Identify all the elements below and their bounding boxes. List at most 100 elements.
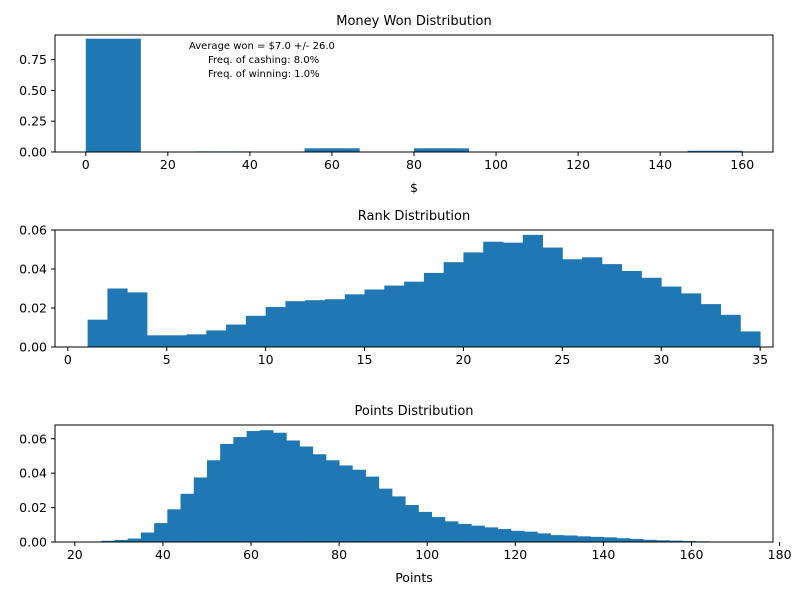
annotation-cashing: Freq. of cashing: 8.0% <box>208 55 319 66</box>
histogram-bar <box>720 314 741 347</box>
histogram-bar <box>497 529 512 542</box>
histogram-bar <box>550 535 565 542</box>
histogram-bar <box>444 521 459 542</box>
histogram-bar <box>101 540 115 542</box>
histogram-bar <box>286 440 300 542</box>
x-tick-label: 40 <box>155 547 171 562</box>
histogram-bar <box>140 532 155 542</box>
y-tick-label: 0.00 <box>19 535 47 550</box>
histogram-bar <box>542 247 563 347</box>
x-tick-label: 25 <box>554 352 570 367</box>
x-tick-label: 80 <box>406 157 422 172</box>
x-tick-label: 10 <box>258 352 274 367</box>
histogram-bar <box>483 241 504 347</box>
histogram-bar <box>537 533 551 542</box>
money-won-chart: Money Won Distribution Average won = $7.… <box>19 14 774 195</box>
histogram-bar <box>167 509 181 542</box>
x-tick-label: 40 <box>242 157 258 172</box>
y-tick-label: 0.75 <box>19 52 47 67</box>
histogram-bar <box>324 299 346 347</box>
rank-chart: Rank Distribution 0 5 10 15 20 25 30 35 0.00 0.0… <box>19 209 774 367</box>
y-tick-label: 0.02 <box>19 500 47 515</box>
histogram-bar <box>643 539 657 542</box>
histogram-bar <box>186 334 207 347</box>
chart-title: Points Distribution <box>354 404 473 419</box>
plot-frame <box>54 229 774 348</box>
histogram-bar <box>656 540 670 542</box>
histogram-bar <box>524 531 538 542</box>
histogram-bar <box>304 148 360 152</box>
histogram-bar <box>503 242 524 347</box>
x-tick-label: 180 <box>768 547 792 562</box>
histogram-bar <box>378 488 393 542</box>
x-tick-label: 15 <box>357 352 373 367</box>
histogram-bar <box>344 294 365 347</box>
histogram-bar <box>87 319 108 347</box>
x-tick-label: 20 <box>67 547 83 562</box>
x-tick-label: 35 <box>752 352 768 367</box>
x-tick-label: 160 <box>730 157 754 172</box>
x-tick-label: 5 <box>163 352 171 367</box>
histogram-bar <box>127 538 142 542</box>
histogram-bar <box>576 536 591 542</box>
histogram-bar <box>471 525 485 542</box>
y-tick-label: 0.02 <box>19 301 47 316</box>
histogram-bar <box>127 292 148 347</box>
histogram-bar <box>312 454 327 542</box>
histogram-bar <box>458 523 472 542</box>
points-chart: Points Distribution 20 40 60 80 100 120 140 160… <box>19 404 791 585</box>
histogram-bar <box>107 288 128 347</box>
histogram-bar <box>582 257 603 347</box>
histogram-bar <box>563 535 578 542</box>
x-tick-label: 0 <box>64 352 72 367</box>
histogram-bar <box>193 477 208 542</box>
x-tick-label: 20 <box>455 352 471 367</box>
x-tick-label: 140 <box>648 157 672 172</box>
x-tick-label: 140 <box>591 547 615 562</box>
histogram-bar <box>700 304 721 347</box>
histogram-bar <box>391 496 406 542</box>
histogram-bar <box>431 517 446 542</box>
x-axis-label: $ <box>410 180 418 195</box>
chart-title: Rank Distribution <box>358 209 470 224</box>
annotation-winning: Freq. of winning: 1.0% <box>208 69 320 80</box>
histogram-bar <box>621 270 642 347</box>
histogram-bar <box>220 443 234 542</box>
histogram-bar <box>273 432 287 542</box>
plot-frame <box>54 34 774 153</box>
histogram-bar <box>245 315 267 347</box>
histogram-bar <box>259 430 274 542</box>
histogram-bar <box>682 540 697 542</box>
histogram-bar <box>146 335 168 347</box>
histogram-bar <box>352 469 366 542</box>
y-tick-label: 0.06 <box>19 223 47 238</box>
histogram-bar <box>423 272 445 347</box>
histogram-bar <box>510 530 525 542</box>
histogram-bar <box>166 335 187 347</box>
histogram-bar <box>669 540 684 542</box>
x-tick-label: 80 <box>331 547 347 562</box>
histogram-bar <box>601 264 623 347</box>
histogram-bar <box>418 511 433 542</box>
histogram-bar <box>285 301 306 347</box>
histogram-bar <box>404 281 425 347</box>
x-tick-label: 60 <box>324 157 340 172</box>
x-tick-label: 30 <box>653 352 669 367</box>
histogram-bar <box>562 259 583 347</box>
histogram-bar <box>206 460 221 542</box>
y-tick-label: 0.06 <box>19 431 47 446</box>
histogram-bar <box>661 286 682 347</box>
y-tick-label: 0.25 <box>19 114 47 129</box>
histogram-bar <box>365 476 380 542</box>
x-tick-label: 120 <box>503 547 527 562</box>
histogram-bar <box>414 148 470 152</box>
histogram-bar <box>484 527 499 542</box>
y-tick-label: 0.04 <box>19 262 47 277</box>
x-tick-label: 100 <box>415 547 439 562</box>
histogram-bar <box>740 331 761 347</box>
histogram-bar <box>443 262 464 347</box>
histogram-bar <box>681 293 702 347</box>
histogram-bar <box>603 537 618 542</box>
y-tick-label: 0.50 <box>19 83 47 98</box>
histogram-bar <box>687 150 743 152</box>
